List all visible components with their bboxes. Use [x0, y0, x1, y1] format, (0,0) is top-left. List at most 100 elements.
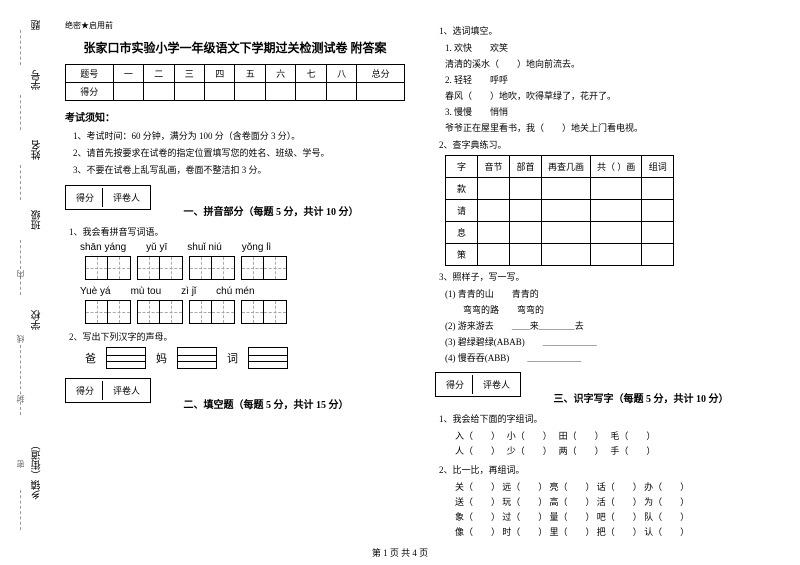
blank-cell[interactable]: [510, 222, 542, 244]
score-header: 总分: [357, 65, 405, 83]
word-pair: 少（ ）: [507, 446, 548, 456]
secrecy-label: 绝密★启用前: [65, 20, 405, 31]
instruction-line: 1、考试时间：60 分钟，满分为 100 分（含卷面分 3 分）。: [73, 129, 405, 142]
blank-cell[interactable]: [642, 200, 674, 222]
blank-cell[interactable]: [542, 200, 591, 222]
blank-cell[interactable]: [642, 222, 674, 244]
score-cell[interactable]: [265, 83, 295, 101]
score-row-label: 得分: [66, 83, 114, 101]
score-header: 五: [235, 65, 265, 83]
blank-cell[interactable]: [510, 244, 542, 266]
word-pair: 活（ ）: [597, 497, 642, 507]
score-cell[interactable]: [296, 83, 326, 101]
mark-score: 得分: [68, 381, 103, 400]
question-r4: 1、我会给下面的字组词。: [439, 412, 775, 425]
tianzige-box[interactable]: [85, 256, 131, 280]
binding-spine: 题 学号 姓名 班级 学校 乡镇（街道） 内 线 封 密: [0, 0, 50, 565]
table-header: 字: [446, 156, 478, 178]
spine-label: 题: [30, 20, 45, 30]
pair-line: 送（ ） 玩（ ） 高（ ） 活（ ） 为（ ）: [455, 495, 775, 508]
table-header: 再查几画: [542, 156, 591, 178]
pinyin-input-box[interactable]: [177, 347, 217, 369]
tianzige-box[interactable]: [85, 300, 131, 324]
instruction-line: 2、请首先按要求在试卷的指定位置填写您的姓名、班级、学号。: [73, 146, 405, 159]
blank-cell[interactable]: [542, 222, 591, 244]
blank-cell[interactable]: [542, 178, 591, 200]
word-pair: 小（ ）: [507, 431, 548, 441]
question-r2: 2、查字典练习。: [439, 138, 775, 151]
spine-label: 班级: [30, 210, 45, 230]
pinyin: chú mén: [216, 286, 254, 297]
pair-line: 人（ ） 少（ ） 两（ ） 手（ ）: [455, 444, 775, 457]
blank-cell[interactable]: [478, 200, 510, 222]
instructions-header: 考试须知：: [65, 109, 405, 124]
blank-cell[interactable]: [478, 178, 510, 200]
fill-line: 清清的溪水（ ）地向前流去。: [445, 57, 775, 70]
left-column: 绝密★启用前 张家口市实验小学一年级语文下学期过关检测试卷 附答案 题号 一 二…: [50, 20, 420, 540]
char-cell: 策: [446, 244, 478, 266]
spine-label: 乡镇（街道）: [30, 440, 45, 500]
word-pair: 高（ ）: [550, 497, 595, 507]
pinyin: zì jǐ: [181, 286, 196, 297]
blank-cell[interactable]: [478, 244, 510, 266]
char-cell: 请: [446, 200, 478, 222]
spine-label: 姓名: [30, 140, 45, 160]
fill-line: 爷爷正在屋里看书，我（ ）地关上门看电视。: [445, 121, 775, 134]
question-1: 1、我会看拼音写词语。: [69, 225, 405, 238]
pinyin: yǒng lì: [242, 242, 271, 253]
word-pair: 办（ ）: [644, 482, 689, 492]
word-pair: 亮（ ）: [550, 482, 595, 492]
tianzige-box[interactable]: [241, 256, 287, 280]
score-header-row: 题号 一 二 三 四 五 六 七 八 总分: [66, 65, 405, 83]
tianzige-box[interactable]: [189, 256, 235, 280]
char-cell: 款: [446, 178, 478, 200]
word-pair: 关（ ）: [455, 482, 500, 492]
table-row: 款: [446, 178, 674, 200]
tianzige-box[interactable]: [189, 300, 235, 324]
page-footer: 第 1 页 共 4 页: [0, 546, 800, 559]
question-r1: 1、选词填空。: [439, 24, 775, 37]
score-cell[interactable]: [235, 83, 265, 101]
pinyin-row: Yuè yá mù tou zì jǐ chú mén: [80, 286, 405, 297]
mark-score: 得分: [438, 375, 473, 394]
blank-cell[interactable]: [510, 200, 542, 222]
fill-line: (1) 青青的山 青青的: [445, 287, 775, 300]
score-cell[interactable]: [174, 83, 204, 101]
blank-cell[interactable]: [642, 244, 674, 266]
score-cell[interactable]: [326, 83, 356, 101]
table-row: 请: [446, 200, 674, 222]
word-pair: 入（ ）: [455, 431, 496, 441]
score-cell[interactable]: [357, 83, 405, 101]
pinyin-input-box[interactable]: [106, 347, 146, 369]
pinyin: shuǐ niú: [187, 242, 221, 253]
fill-line: 1. 欢快 欢笑: [445, 41, 775, 54]
blank-cell[interactable]: [591, 244, 642, 266]
tianzige-box[interactable]: [241, 300, 287, 324]
score-table: 题号 一 二 三 四 五 六 七 八 总分 得分: [65, 64, 405, 101]
score-cell[interactable]: [144, 83, 174, 101]
tianzige-box[interactable]: [137, 300, 183, 324]
spine-cut: 封: [15, 395, 26, 403]
fill-line: (4) 慢吞吞(ABB) ＿＿＿＿＿＿: [445, 351, 775, 364]
table-header: 共（ ）画: [591, 156, 642, 178]
score-header: 八: [326, 65, 356, 83]
blank-cell[interactable]: [542, 244, 591, 266]
tianzige-box[interactable]: [137, 256, 183, 280]
score-cell[interactable]: [205, 83, 235, 101]
blank-cell[interactable]: [478, 222, 510, 244]
score-header: 四: [205, 65, 235, 83]
section-3-title: 三、识字写字（每题 5 分，共计 10 分）: [554, 390, 729, 405]
pair-line: 关（ ） 远（ ） 亮（ ） 话（ ） 办（ ）: [455, 480, 775, 493]
score-cell[interactable]: [113, 83, 143, 101]
shengmu-char: 爸: [85, 350, 96, 366]
pinyin-input-box[interactable]: [248, 347, 288, 369]
word-pair: 象（ ）: [455, 512, 500, 522]
table-row: 策: [446, 244, 674, 266]
section-1-title: 一、拼音部分（每题 5 分，共计 10 分）: [184, 203, 359, 218]
blank-cell[interactable]: [591, 222, 642, 244]
word-pair: 认（ ）: [644, 527, 689, 537]
blank-cell[interactable]: [591, 200, 642, 222]
blank-cell[interactable]: [510, 178, 542, 200]
blank-cell[interactable]: [642, 178, 674, 200]
blank-cell[interactable]: [591, 178, 642, 200]
